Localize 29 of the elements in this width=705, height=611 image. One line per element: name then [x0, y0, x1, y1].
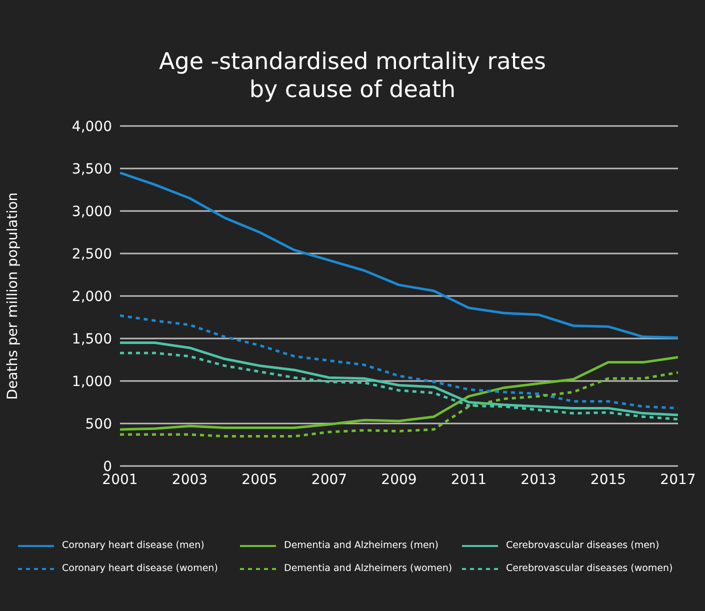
x-tick-label: 2011 [450, 472, 487, 488]
legend-label: Cerebrovascular diseases (men) [506, 540, 660, 551]
line-series [120, 172, 678, 339]
x-tick-label: 2007 [311, 472, 348, 488]
y-tick-label: 3,500 [72, 161, 112, 178]
y-tick-label: 500 [85, 416, 112, 432]
y-tick-label: 1,500 [72, 331, 112, 348]
y-tick-label: 4,000 [72, 118, 112, 135]
y-tick-label: 3,000 [72, 204, 112, 220]
legend-label: Coronary heart disease (men) [62, 540, 204, 551]
x-tick-label: 2009 [381, 472, 417, 488]
legend-label: Cerebrovascular diseases (women) [506, 563, 673, 574]
x-tick-label: 2015 [590, 472, 626, 488]
x-tick-label: 2017 [660, 472, 696, 488]
chart-title: Age -standardised mortality rates by cause of death [158, 48, 547, 104]
line-series [120, 314, 678, 410]
legend-label: Coronary heart disease (women) [62, 563, 218, 574]
y-tick-label: 2,000 [72, 288, 112, 305]
y-tick-label: 1,000 [72, 374, 112, 390]
x-tick-label: 2013 [520, 472, 556, 488]
y-tick-label: 2,500 [72, 246, 112, 262]
line-series [120, 342, 678, 416]
legend-label: Dementia and Alzheimers (women) [284, 563, 452, 574]
legend-label: Dementia and Alzheimers (men) [284, 540, 439, 551]
line-series [120, 356, 678, 431]
y-axis-title: Deaths per million population [4, 192, 21, 400]
x-tick-label: 2005 [242, 472, 278, 488]
x-tick-label: 2003 [172, 472, 208, 488]
line-series [120, 371, 678, 438]
